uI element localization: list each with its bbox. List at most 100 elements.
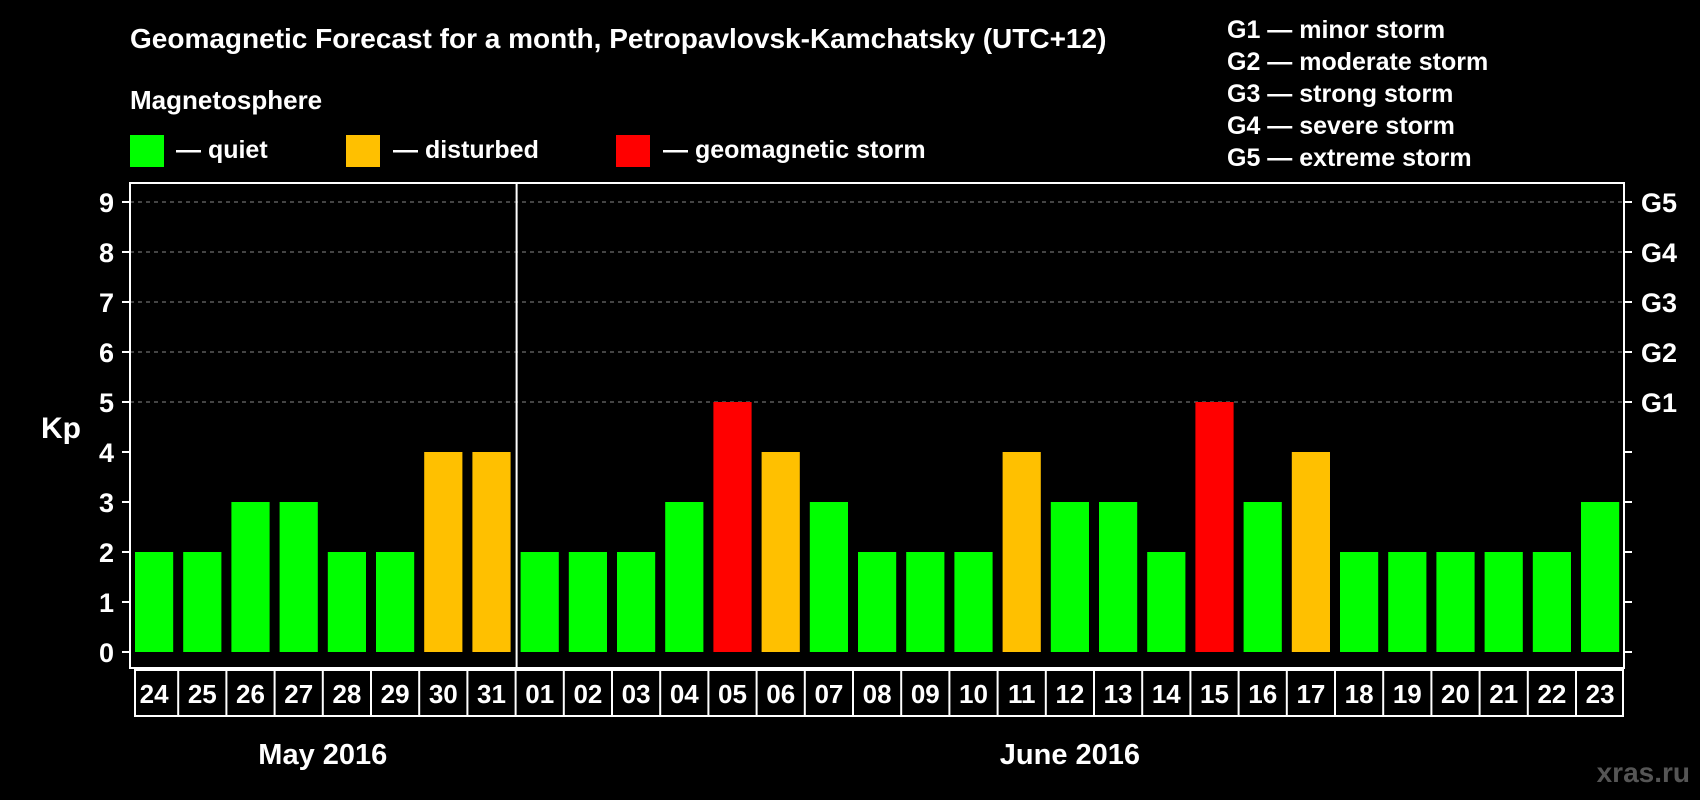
storm-level-label: G4: [1641, 238, 1677, 268]
bar: [327, 552, 366, 652]
bar: [279, 502, 318, 652]
bar: [135, 552, 174, 652]
x-tick-label: 03: [622, 679, 651, 709]
bar: [713, 402, 752, 652]
bar: [520, 552, 559, 652]
storm-scale-g3: G3 — strong storm: [1227, 80, 1453, 108]
bar: [424, 452, 463, 652]
bar: [1147, 552, 1186, 652]
y-tick-label: 1: [99, 588, 114, 618]
legend-swatch-quiet: [130, 135, 164, 167]
storm-level-label: G5: [1641, 188, 1677, 218]
x-tick-label: 30: [429, 679, 458, 709]
y-axis-label: Kp: [41, 412, 81, 445]
x-tick-label: 26: [236, 679, 265, 709]
storm-scale-g5: G5 — extreme storm: [1227, 144, 1472, 172]
y-tick-label: 2: [99, 538, 114, 568]
x-tick-label: 19: [1393, 679, 1422, 709]
bar: [1484, 552, 1523, 652]
y-tick-label: 7: [99, 288, 114, 318]
bar: [376, 552, 415, 652]
x-tick-label: 22: [1537, 679, 1566, 709]
x-tick-label: 18: [1345, 679, 1374, 709]
x-tick-label: 06: [766, 679, 795, 709]
legend-swatch-storm: [616, 135, 650, 167]
bar: [761, 452, 800, 652]
legend-swatch-disturbed: [346, 135, 380, 167]
storm-scale-g1: G1 — minor storm: [1227, 16, 1445, 44]
storm-scale-g2: G2 — moderate storm: [1227, 48, 1488, 76]
x-tick-label: 28: [332, 679, 361, 709]
bar: [1340, 552, 1379, 652]
bar: [1050, 502, 1089, 652]
bar: [1195, 402, 1234, 652]
bar: [1002, 452, 1041, 652]
y-tick-label: 3: [99, 488, 114, 518]
legend-heading: Magnetosphere: [130, 85, 322, 115]
storm-scale-legend: G1 — minor storm G2 — moderate storm G3 …: [1227, 16, 1488, 172]
x-tick-label: 20: [1441, 679, 1470, 709]
date-strip: [134, 669, 1624, 717]
x-tick-label: 14: [1152, 679, 1181, 709]
x-tick-label: 12: [1055, 679, 1084, 709]
chart-title: Geomagnetic Forecast for a month, Petrop…: [130, 23, 1106, 54]
x-tick-label: 31: [477, 679, 506, 709]
bar: [665, 502, 704, 652]
watermark: xras.ru: [1597, 757, 1690, 788]
y-tick-label: 8: [99, 238, 114, 268]
bar: [809, 502, 848, 652]
legend-label-disturbed: — disturbed: [393, 136, 539, 164]
y-tick-label: 0: [99, 638, 114, 668]
storm-scale-g4: G4 — severe storm: [1227, 112, 1455, 140]
x-tick-label: 10: [959, 679, 988, 709]
bar: [1436, 552, 1475, 652]
x-tick-label: 09: [911, 679, 940, 709]
bar: [1291, 452, 1330, 652]
storm-level-label: G1: [1641, 388, 1677, 418]
x-tick-label: 15: [1200, 679, 1229, 709]
bar: [954, 552, 993, 652]
bar: [1532, 552, 1571, 652]
storm-level-label: G2: [1641, 338, 1677, 368]
x-tick-label: 13: [1104, 679, 1133, 709]
bar: [1388, 552, 1427, 652]
legend-label-storm: — geomagnetic storm: [663, 136, 926, 164]
x-tick-label: 17: [1296, 679, 1325, 709]
bar: [906, 552, 945, 652]
plot-frame: [129, 182, 1625, 669]
bar: [568, 552, 607, 652]
x-tick-label: 27: [284, 679, 313, 709]
bar: [617, 552, 656, 652]
x-tick-label: 29: [381, 679, 410, 709]
bar: [472, 452, 511, 652]
bar: [858, 552, 897, 652]
x-tick-label: 23: [1586, 679, 1615, 709]
x-tick-label: 01: [525, 679, 554, 709]
legend-label-quiet: — quiet: [176, 136, 268, 164]
x-tick-label: 25: [188, 679, 217, 709]
y-tick-label: 6: [99, 338, 114, 368]
x-tick-label: 04: [670, 679, 699, 709]
y-tick-label: 5: [99, 388, 114, 418]
bar: [183, 552, 222, 652]
x-tick-label: 05: [718, 679, 747, 709]
bar: [231, 502, 270, 652]
x-tick-label: 11: [1008, 679, 1036, 709]
month-label: June 2016: [1000, 739, 1140, 771]
y-tick-label: 9: [99, 188, 114, 218]
x-tick-label: 07: [814, 679, 843, 709]
x-tick-label: 02: [573, 679, 602, 709]
status-legend: — quiet — disturbed — geomagnetic storm: [130, 135, 926, 167]
bar: [1099, 502, 1138, 652]
x-tick-label: 24: [140, 679, 169, 709]
bar: [1581, 502, 1620, 652]
bar: [1243, 502, 1282, 652]
x-tick-label: 16: [1248, 679, 1277, 709]
x-tick-label: 08: [863, 679, 892, 709]
y-tick-label: 4: [99, 438, 114, 468]
x-tick-label: 21: [1489, 679, 1518, 709]
storm-level-label: G3: [1641, 288, 1677, 318]
month-label: May 2016: [258, 739, 387, 771]
